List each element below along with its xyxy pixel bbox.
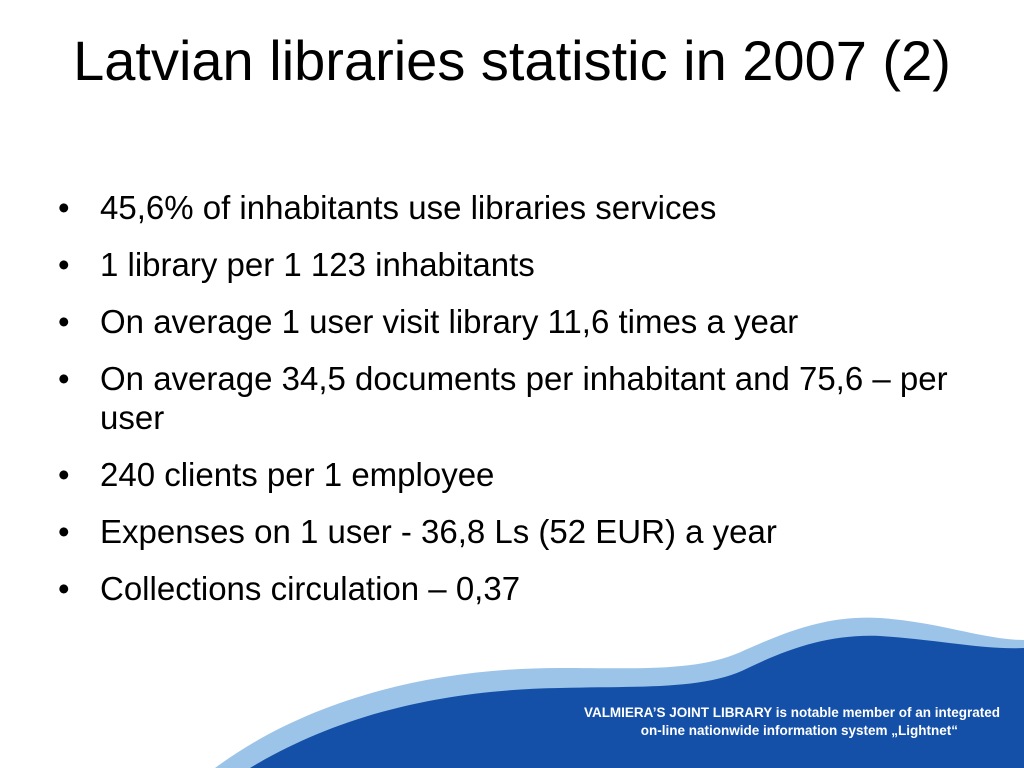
bullet-item: • Collections circulation – 0,37 [58, 569, 958, 608]
bullet-text: Collections circulation – 0,37 [100, 570, 521, 607]
bullet-text: 1 library per 1 123 inhabitants [100, 246, 535, 283]
bullet-dot: • [58, 513, 70, 550]
bullet-text: 45,6% of inhabitants use libraries servi… [100, 189, 717, 226]
bullet-text: Expenses on 1 user - 36,8 Ls (52 EUR) a … [100, 513, 777, 550]
bullet-text: On average 34,5 documents per inhabitant… [100, 360, 948, 436]
bullet-dot: • [58, 360, 70, 397]
wave-dark-band [250, 635, 1024, 768]
bullet-item: • 240 clients per 1 employee [58, 455, 958, 494]
bullet-dot: • [58, 189, 70, 226]
bullet-dot: • [58, 303, 70, 340]
bullet-item: • 45,6% of inhabitants use libraries serv… [58, 188, 958, 227]
bullet-text: 240 clients per 1 employee [100, 456, 495, 493]
bullet-dot: • [58, 246, 70, 283]
bullet-list: • 45,6% of inhabitants use libraries serv… [58, 188, 958, 626]
bullet-item: • 1 library per 1 123 inhabitants [58, 245, 958, 284]
slide-title: Latvian libraries statistic in 2007 (2) [73, 29, 951, 92]
bullet-text: On average 1 user visit library 11,6 tim… [100, 303, 799, 340]
bullet-item: • Expenses on 1 user - 36,8 Ls (52 EUR) a… [58, 512, 958, 551]
footer-line-2: on-line nationwide information system „L… [640, 723, 958, 738]
bullet-dot: • [58, 570, 70, 607]
footer-caption: VALMIERA’S JOINT LIBRARY is notable memb… [500, 704, 1000, 740]
bullet-dot: • [58, 456, 70, 493]
bullet-item: • On average 34,5 documents per inhabitan… [58, 359, 958, 437]
bullet-item: • On average 1 user visit library 11,6 ti… [58, 302, 958, 341]
footer-line-1: VALMIERA’S JOINT LIBRARY is notable memb… [583, 705, 1000, 720]
